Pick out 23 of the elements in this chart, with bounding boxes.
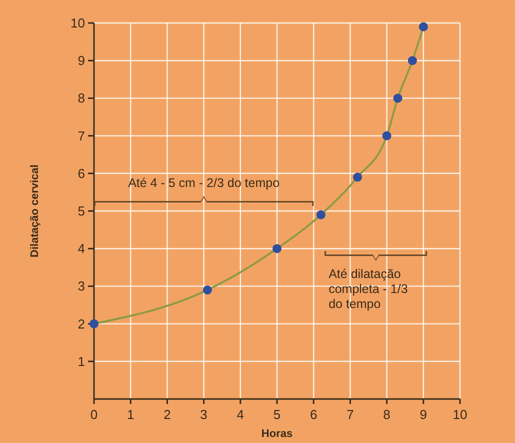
- y-axis-title: Dilatação cervical: [29, 164, 41, 258]
- y-tick-label: 1: [78, 354, 85, 369]
- x-tick-label: 3: [200, 407, 208, 422]
- y-tick-label: 6: [78, 166, 85, 181]
- x-tick-label: 10: [452, 407, 468, 422]
- x-tick-label: 4: [236, 407, 244, 422]
- y-tick-label: 10: [70, 16, 85, 30]
- x-tick-label: 7: [346, 407, 354, 422]
- x-tick-label: 5: [273, 407, 281, 422]
- x-tick-label: 6: [310, 407, 318, 422]
- y-tick-label: 4: [78, 241, 85, 256]
- y-tick-label: 8: [78, 90, 85, 106]
- x-tick-label: 2: [164, 407, 171, 422]
- x-tick-label: 8: [383, 407, 390, 422]
- y-tick-label: 2: [78, 316, 85, 332]
- x-tick-label: 0: [90, 407, 98, 422]
- x-tick-label: 1: [126, 407, 134, 422]
- y-tick-label: 7: [78, 128, 85, 144]
- y-tick-label: 3: [78, 278, 85, 294]
- y-tick-label: 9: [78, 53, 85, 68]
- x-tick-label: 9: [420, 407, 428, 422]
- x-axis-title: Horas: [261, 428, 293, 440]
- y-tick-label: 5: [78, 204, 85, 218]
